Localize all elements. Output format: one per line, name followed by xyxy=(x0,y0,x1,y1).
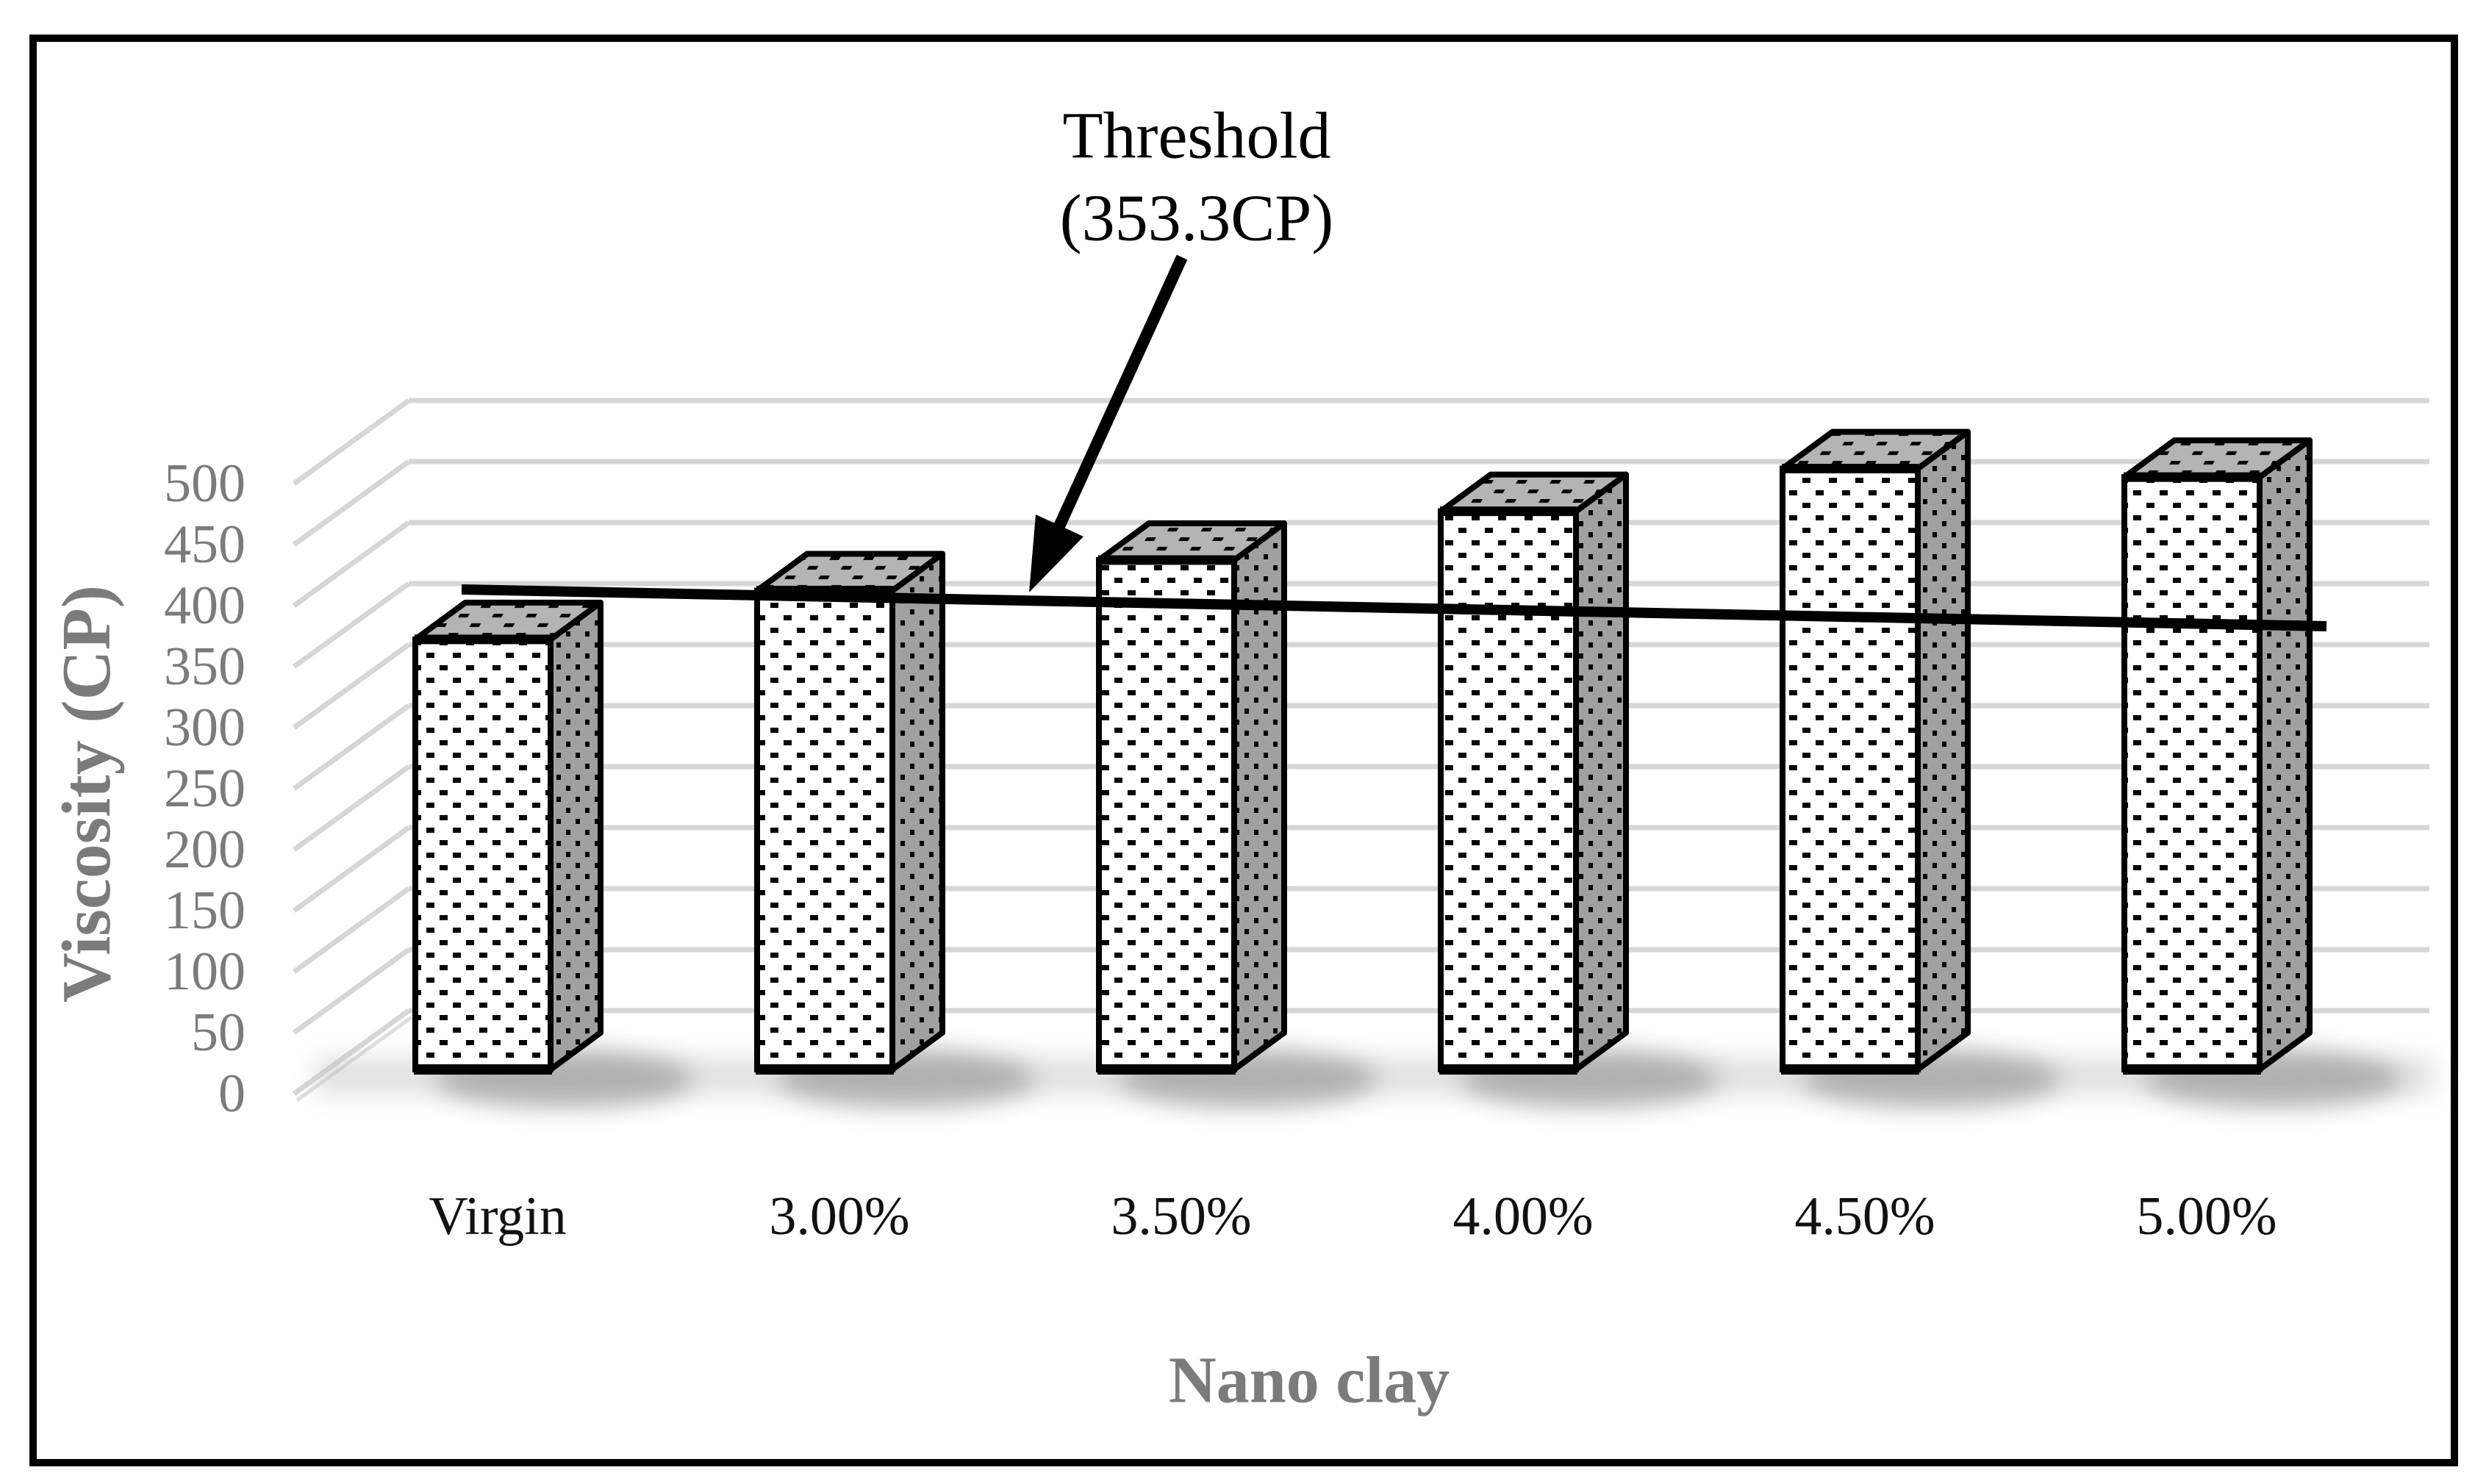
bar-front-face xyxy=(1438,508,1579,1072)
x-category-label-5-00-: 5.00% xyxy=(2136,1186,2277,1247)
threshold-label-line2: (353.3CP) xyxy=(1060,182,1334,255)
x-axis-title: Nano clay xyxy=(1169,1344,1450,1417)
slant-gridline-250 xyxy=(292,703,411,791)
bar-3-50- xyxy=(1096,520,1287,1075)
bar-front-face xyxy=(1780,465,1921,1072)
y-tick-label-450: 450 xyxy=(164,515,246,575)
slant-gridline-350 xyxy=(292,581,411,669)
x-category-label-4-00-: 4.00% xyxy=(1452,1186,1593,1247)
x-category-label-3-00-: 3.00% xyxy=(769,1186,909,1247)
gridlines xyxy=(292,398,2429,1103)
bars xyxy=(412,429,2313,1075)
y-tick-label-500: 500 xyxy=(164,454,246,514)
y-tick-label-50: 50 xyxy=(191,1003,246,1063)
threshold-label-line1: Threshold xyxy=(1063,100,1331,173)
y-tick-label-150: 150 xyxy=(164,881,246,941)
bar-5-00- xyxy=(2121,437,2313,1075)
threshold-line xyxy=(461,584,2327,631)
slant-gridline-100 xyxy=(292,886,411,974)
bar-front-face xyxy=(2121,474,2263,1072)
slant-gridline-0 xyxy=(292,1008,411,1096)
threshold-annotation-arrow xyxy=(1029,254,1188,592)
x-category-label-4-50-: 4.50% xyxy=(1794,1186,1935,1247)
bar-side-face xyxy=(889,551,945,1072)
slant-gridline-450 xyxy=(292,459,411,547)
x-category-label-virgin: Virgin xyxy=(429,1186,566,1247)
bar-4-00- xyxy=(1438,471,1629,1075)
slant-gridline-150 xyxy=(292,825,411,913)
y-tick-label-100: 100 xyxy=(164,942,246,1002)
slant-gridline-400 xyxy=(292,520,411,608)
bar-side-face xyxy=(548,599,603,1072)
bar-front-face xyxy=(1096,557,1237,1072)
y-tick-label-250: 250 xyxy=(164,759,246,819)
bar-virgin xyxy=(412,599,603,1075)
y-tick-label-300: 300 xyxy=(164,698,246,758)
arrow-head-icon xyxy=(1029,515,1083,592)
bar-3-00- xyxy=(754,551,945,1075)
bar-front-face xyxy=(412,636,554,1072)
bar-side-face xyxy=(1573,471,1629,1072)
x-category-label-3-50-: 3.50% xyxy=(1111,1186,1251,1247)
slant-gridline-500 xyxy=(292,398,411,486)
bar-side-face xyxy=(2257,437,2313,1072)
y-tick-label-0: 0 xyxy=(218,1064,246,1124)
bar-side-face xyxy=(1915,429,1971,1072)
figure-border xyxy=(29,35,2458,1466)
y-axis-title: Viscosity (CP) xyxy=(49,585,125,1003)
slant-gridline-300 xyxy=(292,642,411,730)
x-axis-ticks: Virgin 3.00% 3.50% 4.00% 4.50% 5.00% xyxy=(429,1186,2277,1247)
y-tick-label-400: 400 xyxy=(164,576,246,636)
bar-4-50- xyxy=(1780,429,1971,1075)
slant-gridline-50 xyxy=(292,947,411,1035)
slant-gridline-200 xyxy=(292,764,411,852)
bar-shadows xyxy=(316,1050,2433,1108)
y-tick-label-200: 200 xyxy=(164,820,246,880)
y-tick-label-350: 350 xyxy=(164,637,246,697)
arrow-shaft xyxy=(1053,254,1188,529)
bar-front-face xyxy=(754,587,895,1072)
